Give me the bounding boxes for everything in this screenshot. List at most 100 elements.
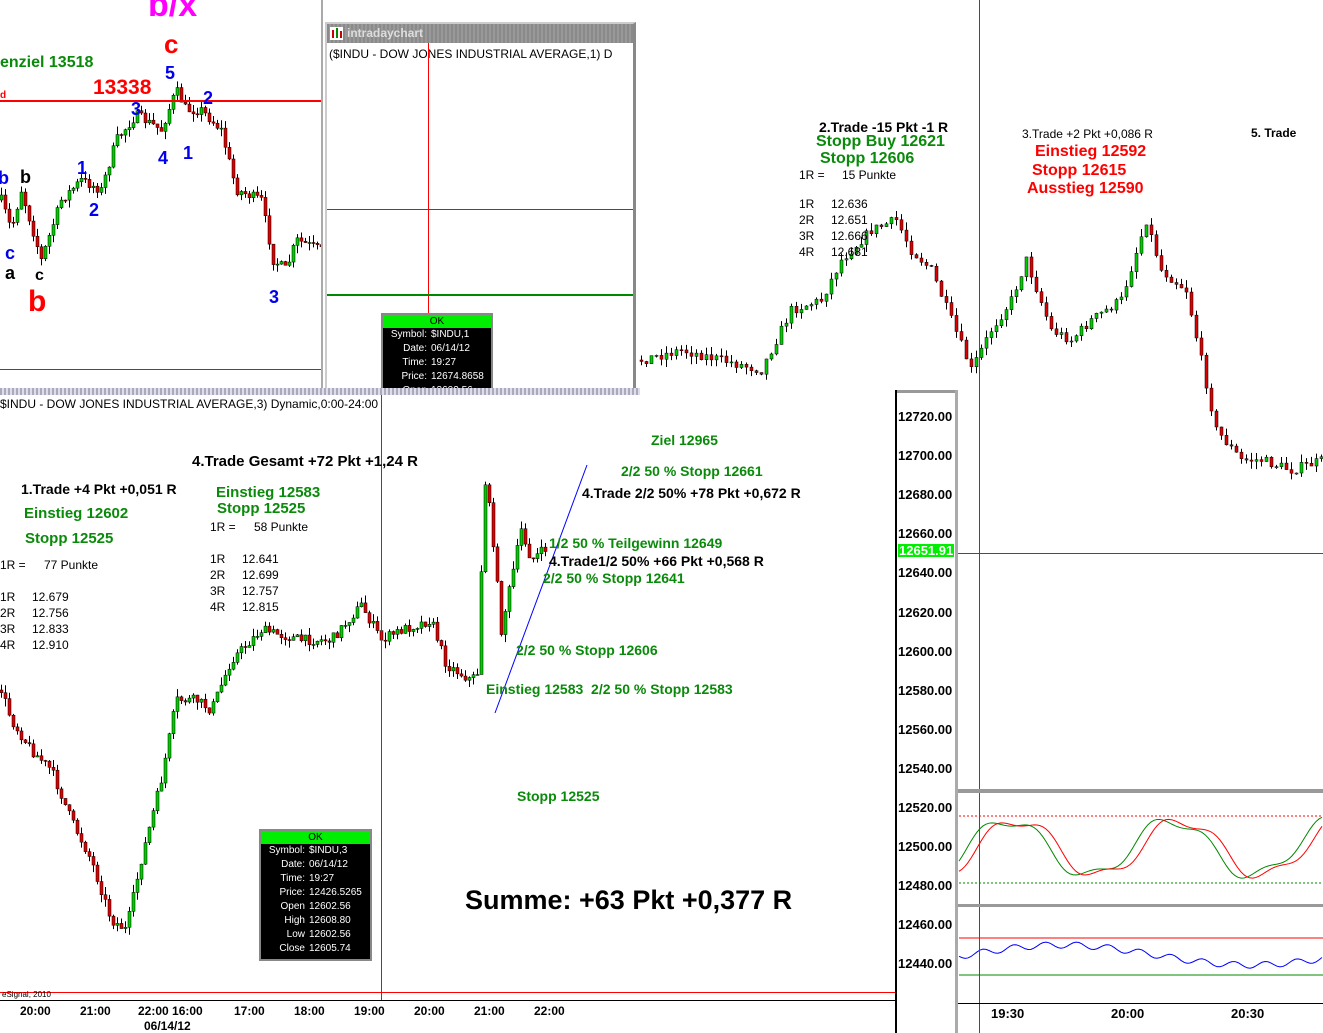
tooltip-row: Price: 12426.5265 <box>261 886 370 900</box>
splitter[interactable] <box>0 388 640 395</box>
price-tick: 12680.00 <box>898 487 953 503</box>
candle <box>799 309 804 314</box>
trade2-entry: Stopp Buy 12621 <box>816 133 945 150</box>
candle <box>119 923 124 929</box>
crosshair-horizontal <box>0 992 897 993</box>
candle <box>531 557 536 560</box>
candle <box>283 261 288 266</box>
candle <box>1119 296 1124 300</box>
candle <box>159 782 164 792</box>
candle <box>644 361 649 364</box>
level-line <box>0 100 323 102</box>
r-level-row: 4R 12.815 <box>210 599 279 615</box>
candle <box>749 366 754 371</box>
main-chart[interactable]: $INDU - DOW JONES INDUSTRIAL AVERAGE,3) … <box>0 395 897 1033</box>
tooltip-label: Price: <box>401 371 427 382</box>
candle <box>251 191 256 199</box>
time-axis-line <box>0 1000 897 1001</box>
candle <box>259 195 264 198</box>
candle <box>179 696 184 701</box>
candle <box>471 674 476 678</box>
candle <box>1299 462 1304 474</box>
candle <box>195 694 200 703</box>
tooltip-label: High <box>284 915 305 926</box>
candle <box>11 222 16 224</box>
candle <box>383 639 388 642</box>
chart-app-icon <box>330 27 343 40</box>
r-level-row: 1R 12.679 <box>0 589 69 605</box>
tooltip-value: 12674.8658 <box>431 371 484 382</box>
candle <box>247 193 252 199</box>
candle <box>1014 289 1019 297</box>
candle <box>889 217 894 225</box>
tooltip-row: Date: 06/14/12 <box>261 858 370 872</box>
candle <box>729 361 734 364</box>
tooltip-label: Symbol: <box>268 845 305 856</box>
candle <box>899 219 904 231</box>
candle <box>235 652 240 663</box>
candle <box>95 185 100 193</box>
oscillator-fast <box>958 816 1323 879</box>
candle <box>35 755 40 758</box>
time-tick: 20:00 <box>1111 1006 1145 1021</box>
candle <box>415 628 420 630</box>
candle <box>507 586 512 612</box>
candle <box>207 707 212 714</box>
wave-label: 5 <box>165 63 176 83</box>
intraday-window[interactable]: intradaychart ($INDU - DOW JONES INDUSTR… <box>325 22 636 390</box>
candle <box>47 235 52 247</box>
panel-divider[interactable] <box>957 789 1323 793</box>
candle <box>63 199 68 202</box>
trendline[interactable] <box>494 464 588 714</box>
price-tick: 12520.00 <box>898 800 953 815</box>
candle <box>849 253 854 259</box>
candle <box>839 259 844 274</box>
candle <box>255 191 260 196</box>
candle <box>754 370 759 373</box>
candle <box>419 621 424 629</box>
tooltip-label: Low <box>286 929 305 940</box>
candle <box>979 347 984 358</box>
top-left-chart[interactable]: b/x enziel 13518 d 13338 c 5 3 2 4 1 b b… <box>0 0 323 390</box>
candle <box>659 355 664 360</box>
title-bar[interactable]: intradaychart <box>327 24 633 43</box>
panel-divider[interactable] <box>957 904 1323 907</box>
candle <box>327 640 332 643</box>
candle <box>1154 234 1159 256</box>
tooltip-label: Close <box>279 943 305 954</box>
candle <box>1164 270 1169 278</box>
price-tick: 12720.00 <box>898 409 953 424</box>
price-axis[interactable]: 12720.00 12700.00 12680.00 12660.00 12640.00… <box>895 390 958 1033</box>
candle <box>247 645 252 648</box>
candle <box>427 624 432 627</box>
candle <box>131 892 136 912</box>
candle <box>944 296 949 303</box>
tooltip-label: Time: <box>280 873 305 884</box>
candle <box>1079 325 1084 336</box>
candle <box>639 359 644 362</box>
time-tick: 20:00 <box>20 1004 51 1018</box>
candle <box>1249 459 1254 462</box>
time-tick: 18:00 <box>294 1004 325 1018</box>
candle <box>235 177 240 196</box>
candle <box>739 364 744 368</box>
tooltip-status: OK <box>383 315 491 328</box>
candle <box>535 553 540 559</box>
level-line <box>0 369 323 370</box>
trade4-stop: Stopp 12525 <box>217 500 306 517</box>
candle <box>714 355 719 361</box>
trade3-title: 3.Trade +2 Pkt +0,086 R <box>1022 127 1153 141</box>
candle <box>664 352 669 360</box>
candle <box>303 634 308 642</box>
tooltip-value: 06/14/12 <box>309 859 348 870</box>
candle <box>503 611 508 635</box>
candle <box>1294 472 1299 475</box>
candle <box>87 851 92 857</box>
crosshair-vertical <box>381 395 382 1000</box>
candle <box>183 101 188 105</box>
candle <box>674 349 679 356</box>
crosshair-vertical <box>979 0 980 1033</box>
candle <box>411 629 416 632</box>
candle <box>684 349 689 354</box>
